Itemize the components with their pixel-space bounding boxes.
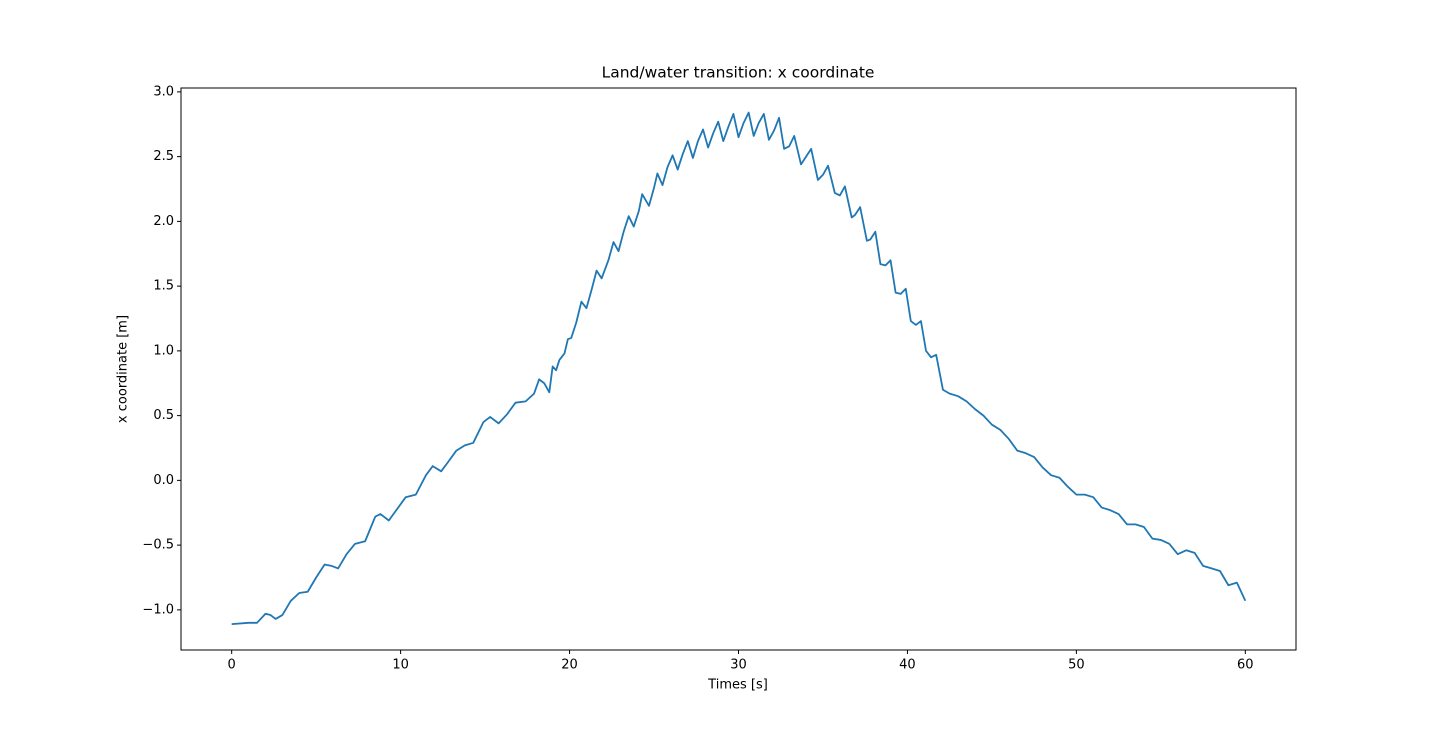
y-tick-label: 0.0 [153, 473, 174, 488]
plot-frame [180, 87, 1297, 651]
y-tick-label: −1.0 [142, 602, 174, 617]
chart-title: Land/water transition: x coordinate [602, 64, 875, 82]
x-tick-label: 0 [228, 658, 236, 673]
y-tick-label: 1.5 [153, 279, 174, 294]
y-tick-label: 0.5 [153, 408, 174, 423]
data-line [231, 111, 1247, 625]
x-tick-label: 60 [1237, 658, 1254, 673]
x-axis-label: Times [s] [707, 678, 768, 693]
x-tick-label: 30 [730, 658, 747, 673]
y-tick-label: 2.5 [153, 149, 174, 164]
y-tick-label: −0.5 [142, 538, 174, 553]
x-tick-label: 40 [899, 658, 916, 673]
x-tick-label: 50 [1068, 658, 1085, 673]
x-tick-label: 10 [392, 658, 409, 673]
x-tick-label: 20 [561, 658, 578, 673]
y-tick-label: 2.0 [153, 214, 174, 229]
y-tick-label: 1.0 [153, 343, 174, 358]
y-axis-label: x coordinate [m] [116, 315, 131, 423]
y-tick-label: 3.0 [153, 84, 174, 99]
